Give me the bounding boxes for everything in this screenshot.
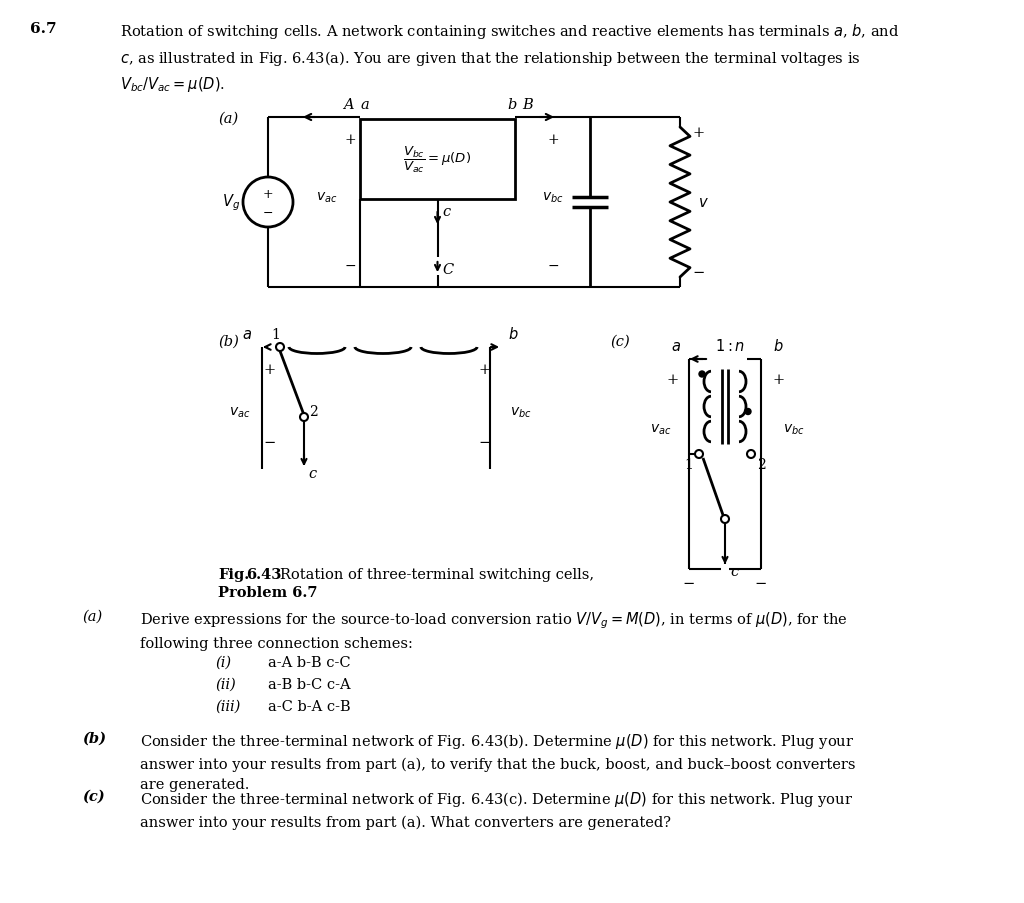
Text: (b): (b) xyxy=(218,335,239,349)
Text: Derive expressions for the source-to-load conversion ratio $V/V_g = M(D)$, in te: Derive expressions for the source-to-loa… xyxy=(140,610,848,650)
Text: b: b xyxy=(507,98,517,112)
Text: Fig.: Fig. xyxy=(218,567,249,582)
Text: +: + xyxy=(479,363,492,377)
Text: 1: 1 xyxy=(684,458,693,471)
Text: c: c xyxy=(308,467,316,480)
Text: c: c xyxy=(442,205,451,219)
Text: (iii): (iii) xyxy=(215,699,241,713)
Text: +: + xyxy=(263,187,273,200)
Text: (i): (i) xyxy=(215,656,231,669)
Text: 2: 2 xyxy=(757,458,766,471)
Text: Rotation of switching cells. A network containing switches and reactive elements: Rotation of switching cells. A network c… xyxy=(120,22,899,94)
Text: −: − xyxy=(264,435,276,450)
Text: Consider the three-terminal network of Fig. 6.43(b). Determine $\mu(D)$ for this: Consider the three-terminal network of F… xyxy=(140,731,855,791)
Text: c: c xyxy=(730,564,738,578)
Text: a-B b-C c-A: a-B b-C c-A xyxy=(268,677,350,691)
Text: +: + xyxy=(547,133,559,147)
Text: −: − xyxy=(344,259,355,273)
Circle shape xyxy=(695,451,703,459)
Text: Consider the three-terminal network of Fig. 6.43(c). Determine $\mu(D)$ for this: Consider the three-terminal network of F… xyxy=(140,789,853,829)
Text: $v_{ac}$: $v_{ac}$ xyxy=(316,191,338,205)
Text: C: C xyxy=(442,263,454,276)
Text: Rotation of three-terminal switching cells,: Rotation of three-terminal switching cel… xyxy=(280,567,594,582)
Text: −: − xyxy=(263,206,273,219)
Circle shape xyxy=(699,372,705,377)
Text: $b$: $b$ xyxy=(508,326,518,341)
Text: Problem 6.7: Problem 6.7 xyxy=(218,585,317,600)
Circle shape xyxy=(745,409,751,415)
Circle shape xyxy=(721,516,729,524)
Text: $v$: $v$ xyxy=(698,196,709,209)
Text: +: + xyxy=(667,373,679,386)
Text: $b$: $b$ xyxy=(773,338,783,354)
Text: (b): (b) xyxy=(82,731,106,745)
Text: 6.43: 6.43 xyxy=(246,567,282,582)
Text: $a$: $a$ xyxy=(671,340,681,354)
Text: (a): (a) xyxy=(82,610,102,623)
Text: $V_g$: $V_g$ xyxy=(222,192,240,213)
Text: $\dfrac{V_{bc}}{V_{ac}} = \mu(D)$: $\dfrac{V_{bc}}{V_{ac}} = \mu(D)$ xyxy=(403,144,472,175)
Text: +: + xyxy=(344,133,355,147)
Circle shape xyxy=(746,451,755,459)
Text: $a$: $a$ xyxy=(242,328,252,341)
Text: 1: 1 xyxy=(271,328,281,341)
Text: $v_{ac}$: $v_{ac}$ xyxy=(649,423,671,437)
Text: A: A xyxy=(343,98,353,112)
Text: (a): (a) xyxy=(218,112,239,126)
Text: B: B xyxy=(522,98,534,112)
Text: $v_{bc}$: $v_{bc}$ xyxy=(783,423,805,437)
Text: a-A b-B c-C: a-A b-B c-C xyxy=(268,656,350,669)
Circle shape xyxy=(276,344,284,351)
Circle shape xyxy=(300,414,308,422)
Text: −: − xyxy=(755,576,767,591)
Text: −: − xyxy=(692,265,705,280)
Text: (c): (c) xyxy=(82,789,104,803)
Text: $1 : n$: $1 : n$ xyxy=(715,338,745,354)
Text: −: − xyxy=(547,259,559,273)
Text: (ii): (ii) xyxy=(215,677,236,691)
Text: $v_{ac}$: $v_{ac}$ xyxy=(228,405,250,420)
Text: (c): (c) xyxy=(610,335,630,349)
Text: −: − xyxy=(683,576,695,591)
Text: a: a xyxy=(360,98,370,112)
Text: $v_{bc}$: $v_{bc}$ xyxy=(542,191,564,205)
Text: 6.7: 6.7 xyxy=(30,22,56,36)
Text: a-C b-A c-B: a-C b-A c-B xyxy=(268,699,350,713)
Text: 2: 2 xyxy=(309,405,317,418)
Text: +: + xyxy=(773,373,785,386)
Text: +: + xyxy=(264,363,276,377)
Text: $v_{bc}$: $v_{bc}$ xyxy=(510,405,531,420)
Text: −: − xyxy=(479,435,492,450)
Text: +: + xyxy=(692,126,705,140)
Bar xyxy=(360,120,515,200)
